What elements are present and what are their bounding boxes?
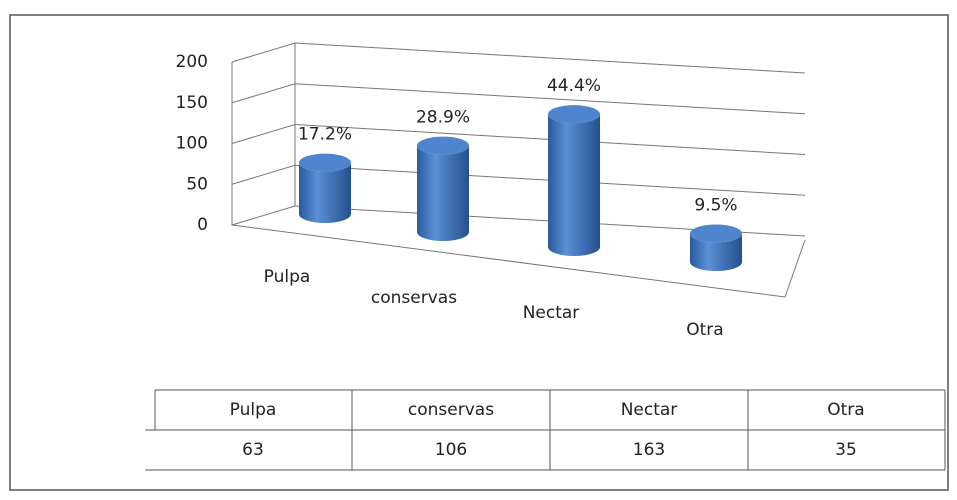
- grid-line: [231, 205, 806, 237]
- y-tick-label: 0: [197, 215, 208, 235]
- y-tick-label: 50: [186, 174, 208, 194]
- x-tick-label: Nectar: [523, 303, 580, 323]
- grid-line: [231, 83, 806, 115]
- bar-top: [299, 153, 351, 172]
- grid-line: [231, 123, 806, 155]
- table-value: 106: [435, 440, 467, 460]
- table-header: Nectar: [621, 400, 678, 420]
- data-label: 44.4%: [547, 76, 601, 96]
- table-value: 163: [633, 440, 665, 460]
- table-value: 63: [242, 440, 264, 460]
- table-header: Pulpa: [230, 400, 277, 420]
- data-label: 28.9%: [416, 108, 470, 128]
- y-tick-label: 100: [176, 134, 208, 154]
- y-tick-label: 200: [176, 52, 208, 72]
- data-label: 17.2%: [298, 125, 352, 145]
- data-label: 9.5%: [694, 195, 737, 215]
- bar-top: [690, 224, 742, 243]
- bar: [417, 145, 469, 241]
- bar: [548, 114, 600, 256]
- grid-line: [231, 164, 806, 196]
- bar: [299, 162, 351, 223]
- frame: [9, 14, 949, 491]
- table-value: 35: [835, 440, 857, 460]
- bar: [690, 233, 742, 271]
- bar-top: [417, 136, 469, 155]
- data-table: [145, 389, 946, 471]
- y-tick-label: 150: [176, 93, 208, 113]
- x-tick-label: Otra: [686, 320, 723, 340]
- grid-line: [231, 42, 806, 74]
- bar-top: [548, 105, 600, 124]
- x-tick-label: Pulpa: [264, 267, 311, 287]
- table-header: Otra: [827, 400, 864, 420]
- table-header: conservas: [408, 400, 494, 420]
- x-tick-label: conservas: [371, 288, 457, 308]
